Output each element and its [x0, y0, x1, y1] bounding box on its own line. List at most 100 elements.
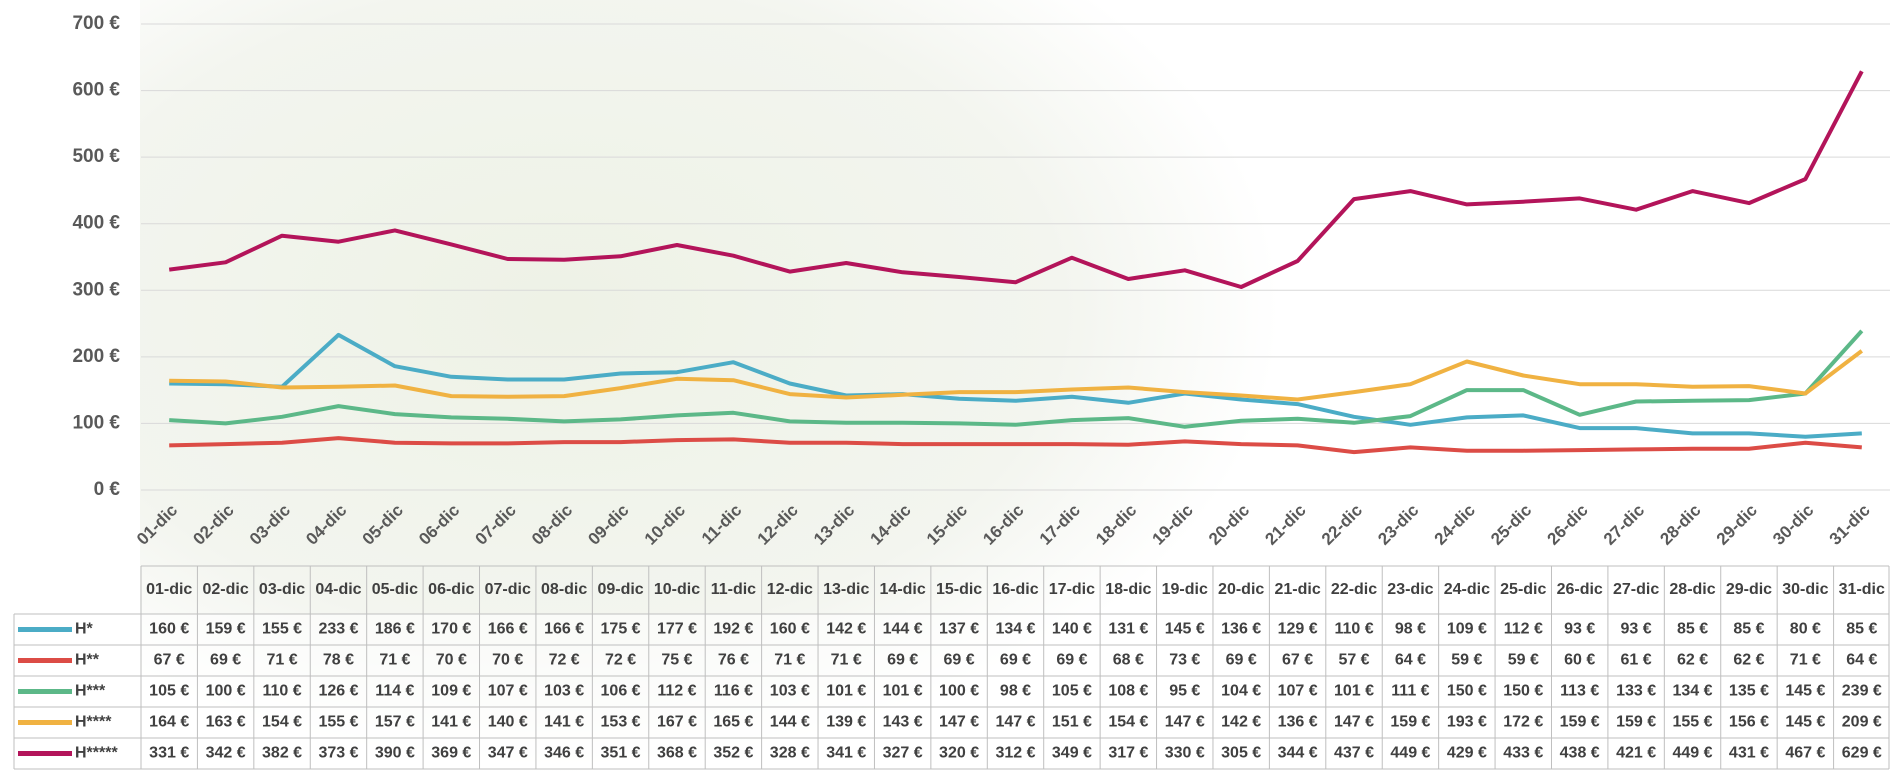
table-cell: 71 € — [379, 652, 410, 669]
table-cell: 239 € — [1842, 683, 1882, 700]
table-cell: 61 € — [1621, 652, 1652, 669]
table-cell: 129 € — [1278, 621, 1318, 638]
table-header: 10-dic — [654, 581, 700, 598]
legend-label: H**** — [75, 714, 112, 731]
table-cell: 346 € — [544, 745, 584, 762]
x-tick-label: 26-dic — [1544, 501, 1592, 549]
y-tick-label: 0 € — [94, 479, 121, 500]
table-cell: 154 € — [1108, 714, 1148, 731]
table-header: 21-dic — [1274, 581, 1320, 598]
series-line — [169, 329, 1864, 429]
table-cell: 101 € — [826, 683, 866, 700]
table-cell: 126 € — [318, 683, 358, 700]
y-tick-label: 300 € — [72, 279, 120, 300]
table-cell: 352 € — [713, 745, 753, 762]
table-cell: 164 € — [149, 714, 189, 731]
table-cell: 312 € — [995, 745, 1035, 762]
table-cell: 85 € — [1846, 621, 1877, 638]
table-header: 28-dic — [1669, 581, 1715, 598]
series-line — [169, 349, 1864, 402]
table-cell: 154 € — [262, 714, 302, 731]
x-tick-label: 30-dic — [1769, 501, 1817, 549]
x-tick-label: 23-dic — [1374, 501, 1422, 549]
table-header: 31-dic — [1839, 581, 1885, 598]
table-cell: 177 € — [657, 621, 697, 638]
legend-label: H***** — [75, 745, 118, 762]
table-header: 07-dic — [485, 581, 531, 598]
table-cell: 134 € — [995, 621, 1035, 638]
table-cell: 467 € — [1785, 745, 1825, 762]
table-cell: 233 € — [318, 621, 358, 638]
table-cell: 142 € — [1221, 714, 1261, 731]
table-cell: 349 € — [1052, 745, 1092, 762]
table-cell: 104 € — [1221, 683, 1261, 700]
table-cell: 159 € — [206, 621, 246, 638]
table-cell: 142 € — [826, 621, 866, 638]
table-cell: 75 € — [661, 652, 692, 669]
table-cell: 72 € — [549, 652, 580, 669]
table-cell: 390 € — [375, 745, 415, 762]
table-cell: 147 € — [1165, 714, 1205, 731]
table-cell: 131 € — [1108, 621, 1148, 638]
table-cell: 437 € — [1334, 745, 1374, 762]
table-header: 24-dic — [1444, 581, 1490, 598]
table-cell: 67 € — [154, 652, 185, 669]
table-cell: 155 € — [262, 621, 302, 638]
table-cell: 69 € — [210, 652, 241, 669]
table-cell: 136 € — [1221, 621, 1261, 638]
table-header: 08-dic — [541, 581, 587, 598]
table-cell: 192 € — [713, 621, 753, 638]
table-cell: 69 € — [944, 652, 975, 669]
table-cell: 141 € — [544, 714, 584, 731]
table-cell: 209 € — [1842, 714, 1882, 731]
table-cell: 433 € — [1503, 745, 1543, 762]
table-cell: 137 € — [939, 621, 979, 638]
table-cell: 72 € — [605, 652, 636, 669]
table-cell: 160 € — [149, 621, 189, 638]
table-cell: 147 € — [995, 714, 1035, 731]
table-cell: 145 € — [1785, 714, 1825, 731]
table-header: 01-dic — [146, 581, 192, 598]
table-cell: 153 € — [601, 714, 641, 731]
table-cell: 155 € — [1673, 714, 1713, 731]
y-tick-label: 100 € — [72, 412, 120, 433]
table-cell: 110 € — [1334, 621, 1373, 638]
table-cell: 98 € — [1395, 621, 1426, 638]
table-cell: 167 € — [657, 714, 697, 731]
table-cell: 139 € — [826, 714, 866, 731]
table-header: 04-dic — [315, 581, 361, 598]
table-cell: 344 € — [1278, 745, 1318, 762]
table-cell: 369 € — [431, 745, 471, 762]
table-cell: 69 € — [1226, 652, 1257, 669]
table-cell: 141 € — [431, 714, 471, 731]
table-cell: 70 € — [492, 652, 523, 669]
table-cell: 351 € — [601, 745, 641, 762]
table-cell: 71 € — [1790, 652, 1821, 669]
table-cell: 342 € — [206, 745, 246, 762]
table-header: 19-dic — [1162, 581, 1208, 598]
y-tick-label: 200 € — [72, 346, 120, 367]
table-cell: 95 € — [1169, 683, 1200, 700]
table-cell: 71 € — [831, 652, 862, 669]
table-cell: 108 € — [1108, 683, 1148, 700]
legend-label: H* — [75, 621, 94, 638]
table-cell: 116 € — [714, 683, 753, 700]
table-cell: 165 € — [713, 714, 753, 731]
table-cell: 134 € — [1673, 683, 1713, 700]
table-cell: 170 € — [431, 621, 471, 638]
table-cell: 151 € — [1052, 714, 1092, 731]
table-cell: 629 € — [1842, 745, 1882, 762]
table-cell: 449 € — [1390, 745, 1430, 762]
table-header: 03-dic — [259, 581, 305, 598]
table-cell: 76 € — [718, 652, 749, 669]
table-cell: 71 € — [266, 652, 297, 669]
table-header: 23-dic — [1387, 581, 1433, 598]
table-cell: 328 € — [770, 745, 810, 762]
table-cell: 341 € — [826, 745, 866, 762]
table-cell: 85 € — [1677, 621, 1708, 638]
table-cell: 112 € — [657, 683, 696, 700]
x-tick-label: 25-dic — [1487, 501, 1535, 549]
table-cell: 59 € — [1451, 652, 1482, 669]
table-cell: 107 € — [1278, 683, 1318, 700]
